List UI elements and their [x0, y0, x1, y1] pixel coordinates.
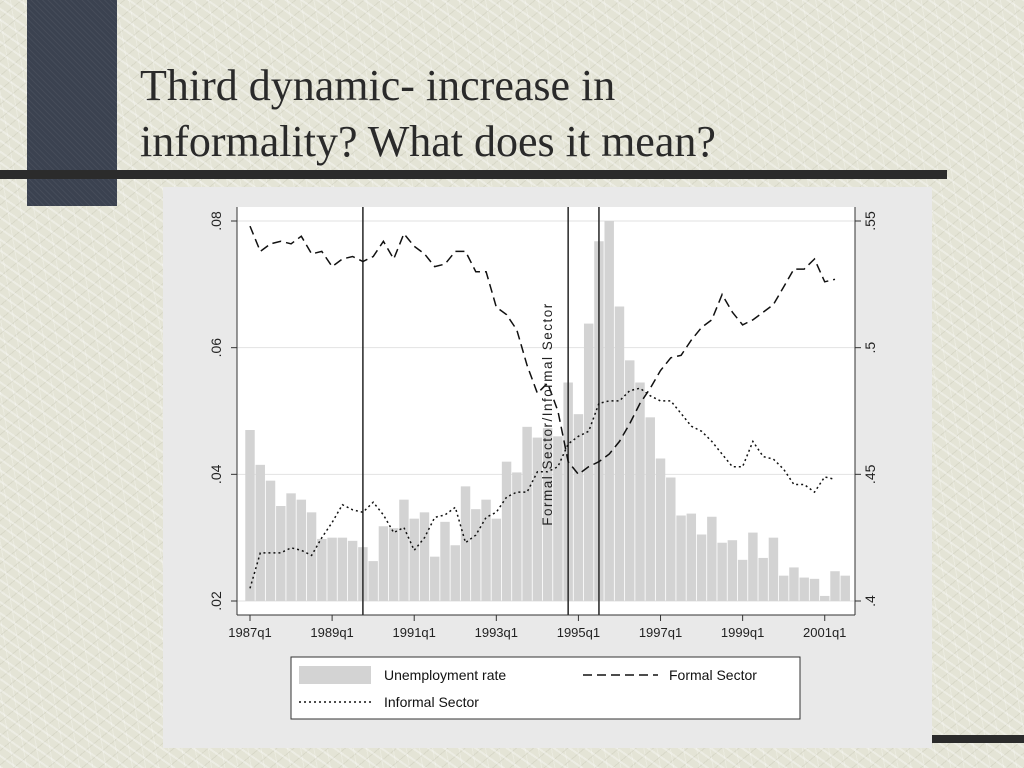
- line-informal-sector: [249, 387, 836, 589]
- slide-title-line-2: informality? What does it mean?: [140, 117, 716, 166]
- bar-unemployment-4: [286, 493, 296, 601]
- slide-title: Third dynamic- increase in informality? …: [140, 58, 900, 170]
- bar-unemployment-26: [512, 472, 522, 601]
- y-right-tick-label-0: .4: [862, 595, 878, 607]
- y-right-tick-label-1: .45: [862, 464, 878, 484]
- bar-unemployment-6: [306, 512, 317, 601]
- bar-unemployment-8: [327, 537, 337, 601]
- y-right-tick-label-3: .55: [862, 211, 878, 231]
- x-tick-label-0: 1987q1: [228, 625, 271, 640]
- bar-unemployment-17: [419, 512, 430, 601]
- bar-unemployment-54: [799, 577, 809, 601]
- bar-unemployment-22: [471, 509, 481, 601]
- title-rule: [0, 170, 947, 179]
- bar-unemployment-15: [399, 499, 409, 601]
- legend-box: [290, 656, 801, 720]
- bar-unemployment-21: [460, 486, 471, 601]
- bar-unemployment-7: [317, 538, 327, 601]
- bar-unemployment-36: [614, 306, 625, 601]
- bar-unemployment-25: [501, 461, 512, 601]
- bar-unemployment-53: [789, 567, 799, 601]
- bar-unemployment-51: [768, 537, 779, 601]
- bar-unemployment-44: [696, 534, 707, 601]
- bar-unemployment-14: [388, 528, 399, 601]
- x-tick-label-1: 1989q1: [310, 625, 353, 640]
- bar-unemployment-27: [522, 426, 532, 601]
- bar-unemployment-52: [778, 575, 789, 601]
- y-right-tick-label-2: .5: [862, 342, 878, 354]
- bar-unemployment-55: [809, 578, 820, 601]
- bar-unemployment-5: [296, 499, 307, 601]
- vertical-annotation-label: Formal Sector/Informal Sector: [540, 302, 555, 526]
- bar-unemployment-12: [368, 561, 378, 601]
- x-tick-label-6: 1999q1: [721, 625, 764, 640]
- line-formal-sector: [249, 225, 836, 476]
- x-tick-label-5: 1997q1: [639, 625, 682, 640]
- bar-unemployment-47: [727, 540, 738, 601]
- legend-swatch-unemployment: [299, 666, 371, 684]
- bar-unemployment-56: [820, 595, 830, 601]
- y-left-tick-label-2: .06: [208, 338, 224, 358]
- legend-label-informal: Informal Sector: [384, 694, 479, 710]
- bar-unemployment-57: [830, 571, 840, 601]
- bar-unemployment-42: [676, 515, 686, 601]
- bar-unemployment-40: [655, 458, 666, 601]
- bar-unemployment-23: [481, 499, 491, 601]
- bar-unemployment-32: [573, 414, 584, 601]
- chart-svg: .02 .04 .06 .08 .4 .45 .5 .55 1987q1 1989q1 1991q1…: [163, 187, 932, 748]
- y-left-tick-label-3: .08: [208, 211, 224, 231]
- bar-unemployment-9: [337, 537, 348, 601]
- bar-unemployment-43: [686, 513, 697, 601]
- bar-unemployment-2: [265, 480, 276, 601]
- x-tick-label-2: 1991q1: [393, 625, 436, 640]
- bar-unemployment-19: [440, 521, 450, 601]
- legend-label-formal: Formal Sector: [669, 667, 757, 683]
- bar-unemployment-0: [245, 430, 255, 601]
- bar-unemployment-3: [276, 506, 286, 601]
- y-left-tick-label-1: .04: [208, 464, 224, 484]
- chart-figure: .02 .04 .06 .08 .4 .45 .5 .55 1987q1 1989q1 1991q1…: [163, 187, 932, 748]
- bar-unemployment-16: [409, 518, 419, 601]
- bar-unemployment-39: [645, 417, 655, 601]
- bar-unemployment-13: [378, 526, 389, 601]
- bar-unemployment-28: [532, 437, 543, 601]
- bar-unemployment-49: [748, 532, 758, 601]
- x-tick-label-7: 2001q1: [803, 625, 846, 640]
- bar-unemployment-1: [255, 464, 265, 601]
- bar-unemployment-45: [707, 516, 717, 601]
- bar-unemployment-41: [666, 477, 676, 601]
- bar-unemployment-58: [840, 575, 850, 601]
- slide-title-line-1: Third dynamic- increase in: [140, 61, 616, 110]
- bar-unemployment-33: [583, 323, 594, 601]
- x-tick-label-3: 1993q1: [475, 625, 518, 640]
- y-left-tick-label-0: .02: [208, 591, 224, 611]
- legend-label-unemployment: Unemployment rate: [384, 667, 506, 683]
- bar-unemployment-30: [553, 436, 563, 601]
- bottom-rule: [930, 735, 1024, 743]
- bar-unemployment-10: [347, 540, 358, 601]
- bar-unemployment-18: [430, 556, 440, 601]
- bar-unemployment-29: [542, 428, 553, 601]
- bar-unemployment-48: [737, 559, 748, 601]
- bar-unemployment-50: [758, 557, 768, 601]
- x-tick-label-4: 1995q1: [557, 625, 600, 640]
- bar-unemployment-35: [604, 221, 614, 601]
- bar-unemployment-46: [717, 542, 727, 601]
- bar-unemployment-37: [625, 360, 635, 601]
- bar-unemployment-20: [450, 545, 460, 601]
- bar-unemployment-24: [491, 518, 502, 601]
- bar-unemployment-38: [635, 382, 645, 601]
